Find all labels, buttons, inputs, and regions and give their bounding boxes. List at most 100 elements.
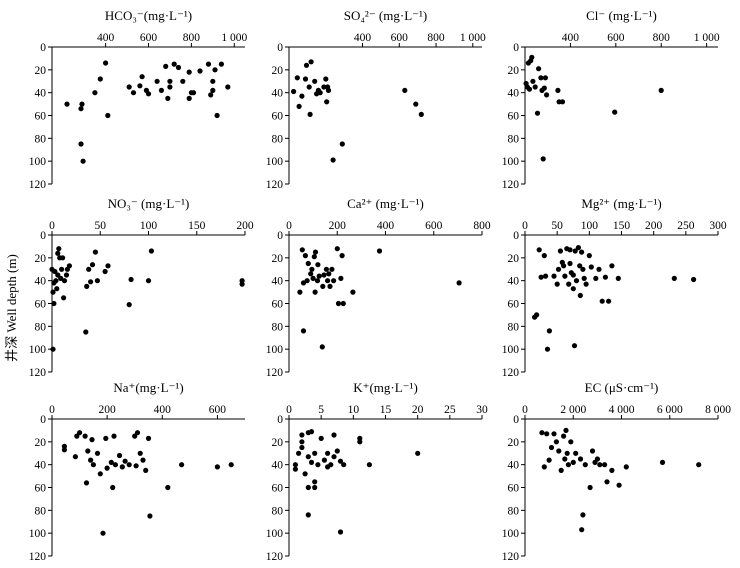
data-point	[296, 450, 302, 456]
x-tick-label: 600	[391, 32, 409, 44]
data-point	[300, 328, 307, 334]
data-point	[534, 110, 541, 116]
data-point	[339, 253, 345, 259]
data-point	[133, 463, 139, 469]
data-point	[596, 266, 602, 272]
data-point	[565, 462, 572, 468]
data-point	[309, 266, 315, 272]
data-point	[55, 272, 61, 278]
y-tick-label: 0	[513, 42, 519, 54]
x-tick-label: 400	[377, 220, 395, 232]
data-point	[210, 87, 216, 93]
data-point	[308, 59, 314, 65]
y-tick-label: 60	[508, 483, 520, 495]
y-tick-label: 100	[266, 344, 284, 356]
data-point	[327, 283, 333, 289]
data-point	[561, 263, 567, 269]
data-point	[357, 435, 363, 441]
data-point	[402, 87, 408, 93]
data-point	[340, 300, 346, 307]
x-tick-label: 20	[412, 404, 424, 416]
x-tick-label: 15	[380, 404, 392, 416]
data-point	[562, 456, 568, 462]
panel-grid: HCO₃⁻(mg·L⁻¹)400 600 800 1 0000204060801001…	[29, 8, 731, 563]
data-point	[302, 253, 308, 259]
panel-1: HCO₃⁻(mg·L⁻¹) 400 600 800 1 000 0 20 40 60 80 100 1…	[29, 8, 248, 191]
data-point	[89, 437, 95, 443]
data-point	[562, 273, 568, 279]
data-point	[659, 459, 666, 465]
data-point	[302, 471, 308, 477]
data-point	[604, 479, 610, 485]
x-tick-label: 400	[97, 32, 115, 44]
data-point	[61, 295, 67, 301]
data-point	[593, 275, 599, 281]
data-point	[602, 462, 608, 468]
y-tick-label: 80	[35, 133, 47, 145]
y-tick-label: 0	[40, 414, 46, 426]
data-point	[312, 450, 318, 456]
y-tick-label: 80	[35, 505, 47, 517]
data-point	[331, 432, 337, 438]
x-tick-label: 800	[427, 32, 445, 44]
data-point	[305, 484, 311, 491]
panel-title: Mg²⁺ (mg·L⁻¹)	[581, 196, 661, 211]
data-point	[413, 101, 419, 107]
data-point	[326, 271, 332, 277]
data-point	[304, 278, 310, 284]
data-point	[305, 454, 311, 460]
data-point	[570, 272, 576, 278]
data-point	[50, 346, 56, 352]
data-point	[56, 246, 62, 252]
y-tick-label: 20	[35, 253, 47, 265]
panel-title: HCO₃⁻(mg·L⁻¹)	[105, 8, 192, 23]
data-point	[543, 273, 549, 279]
data-point	[299, 439, 305, 445]
data-point	[92, 90, 98, 96]
data-point	[212, 67, 218, 73]
data-point	[52, 268, 58, 275]
data-point	[147, 513, 153, 519]
data-point	[126, 462, 132, 468]
data-point	[311, 254, 317, 260]
data-point	[671, 275, 677, 281]
panel-title: NO₃⁻ (mg·L⁻¹)	[108, 196, 190, 211]
data-point	[337, 458, 344, 464]
data-point	[567, 260, 573, 267]
x-tick-label: 150	[188, 220, 206, 232]
data-point	[82, 433, 88, 439]
y-tick-label: 100	[266, 528, 284, 540]
data-point	[90, 462, 96, 468]
data-point	[551, 431, 557, 437]
data-point	[302, 76, 309, 82]
x-tick-label: 0	[286, 404, 292, 416]
y-tick-label: 100	[266, 156, 284, 168]
x-tick-label: 100	[581, 220, 599, 232]
data-point	[325, 87, 332, 93]
y-tick-label: 120	[266, 179, 284, 191]
data-point	[575, 245, 582, 251]
data-point	[534, 312, 540, 318]
data-point	[292, 462, 298, 468]
y-tick-label: 60	[272, 299, 284, 311]
data-point	[615, 275, 621, 281]
data-point	[314, 278, 321, 284]
data-point	[323, 266, 329, 272]
data-point	[335, 300, 342, 307]
data-point	[61, 278, 68, 284]
y-tick-label: 120	[29, 367, 47, 379]
x-tick-label: 0	[286, 220, 292, 232]
x-tick-label: 6 000	[657, 404, 683, 416]
data-point	[418, 111, 424, 117]
data-point	[536, 247, 542, 253]
data-point	[104, 465, 110, 471]
data-point	[85, 448, 91, 454]
data-point	[328, 462, 334, 468]
data-point	[570, 286, 576, 292]
data-point	[310, 275, 316, 281]
y-tick-label: 100	[502, 528, 520, 540]
panel-title: Na⁺(mg·L⁻¹)	[113, 380, 183, 395]
panel-title: SO₄²⁻ (mg·L⁻¹)	[344, 8, 427, 23]
data-point	[305, 260, 311, 267]
data-point	[306, 84, 312, 90]
